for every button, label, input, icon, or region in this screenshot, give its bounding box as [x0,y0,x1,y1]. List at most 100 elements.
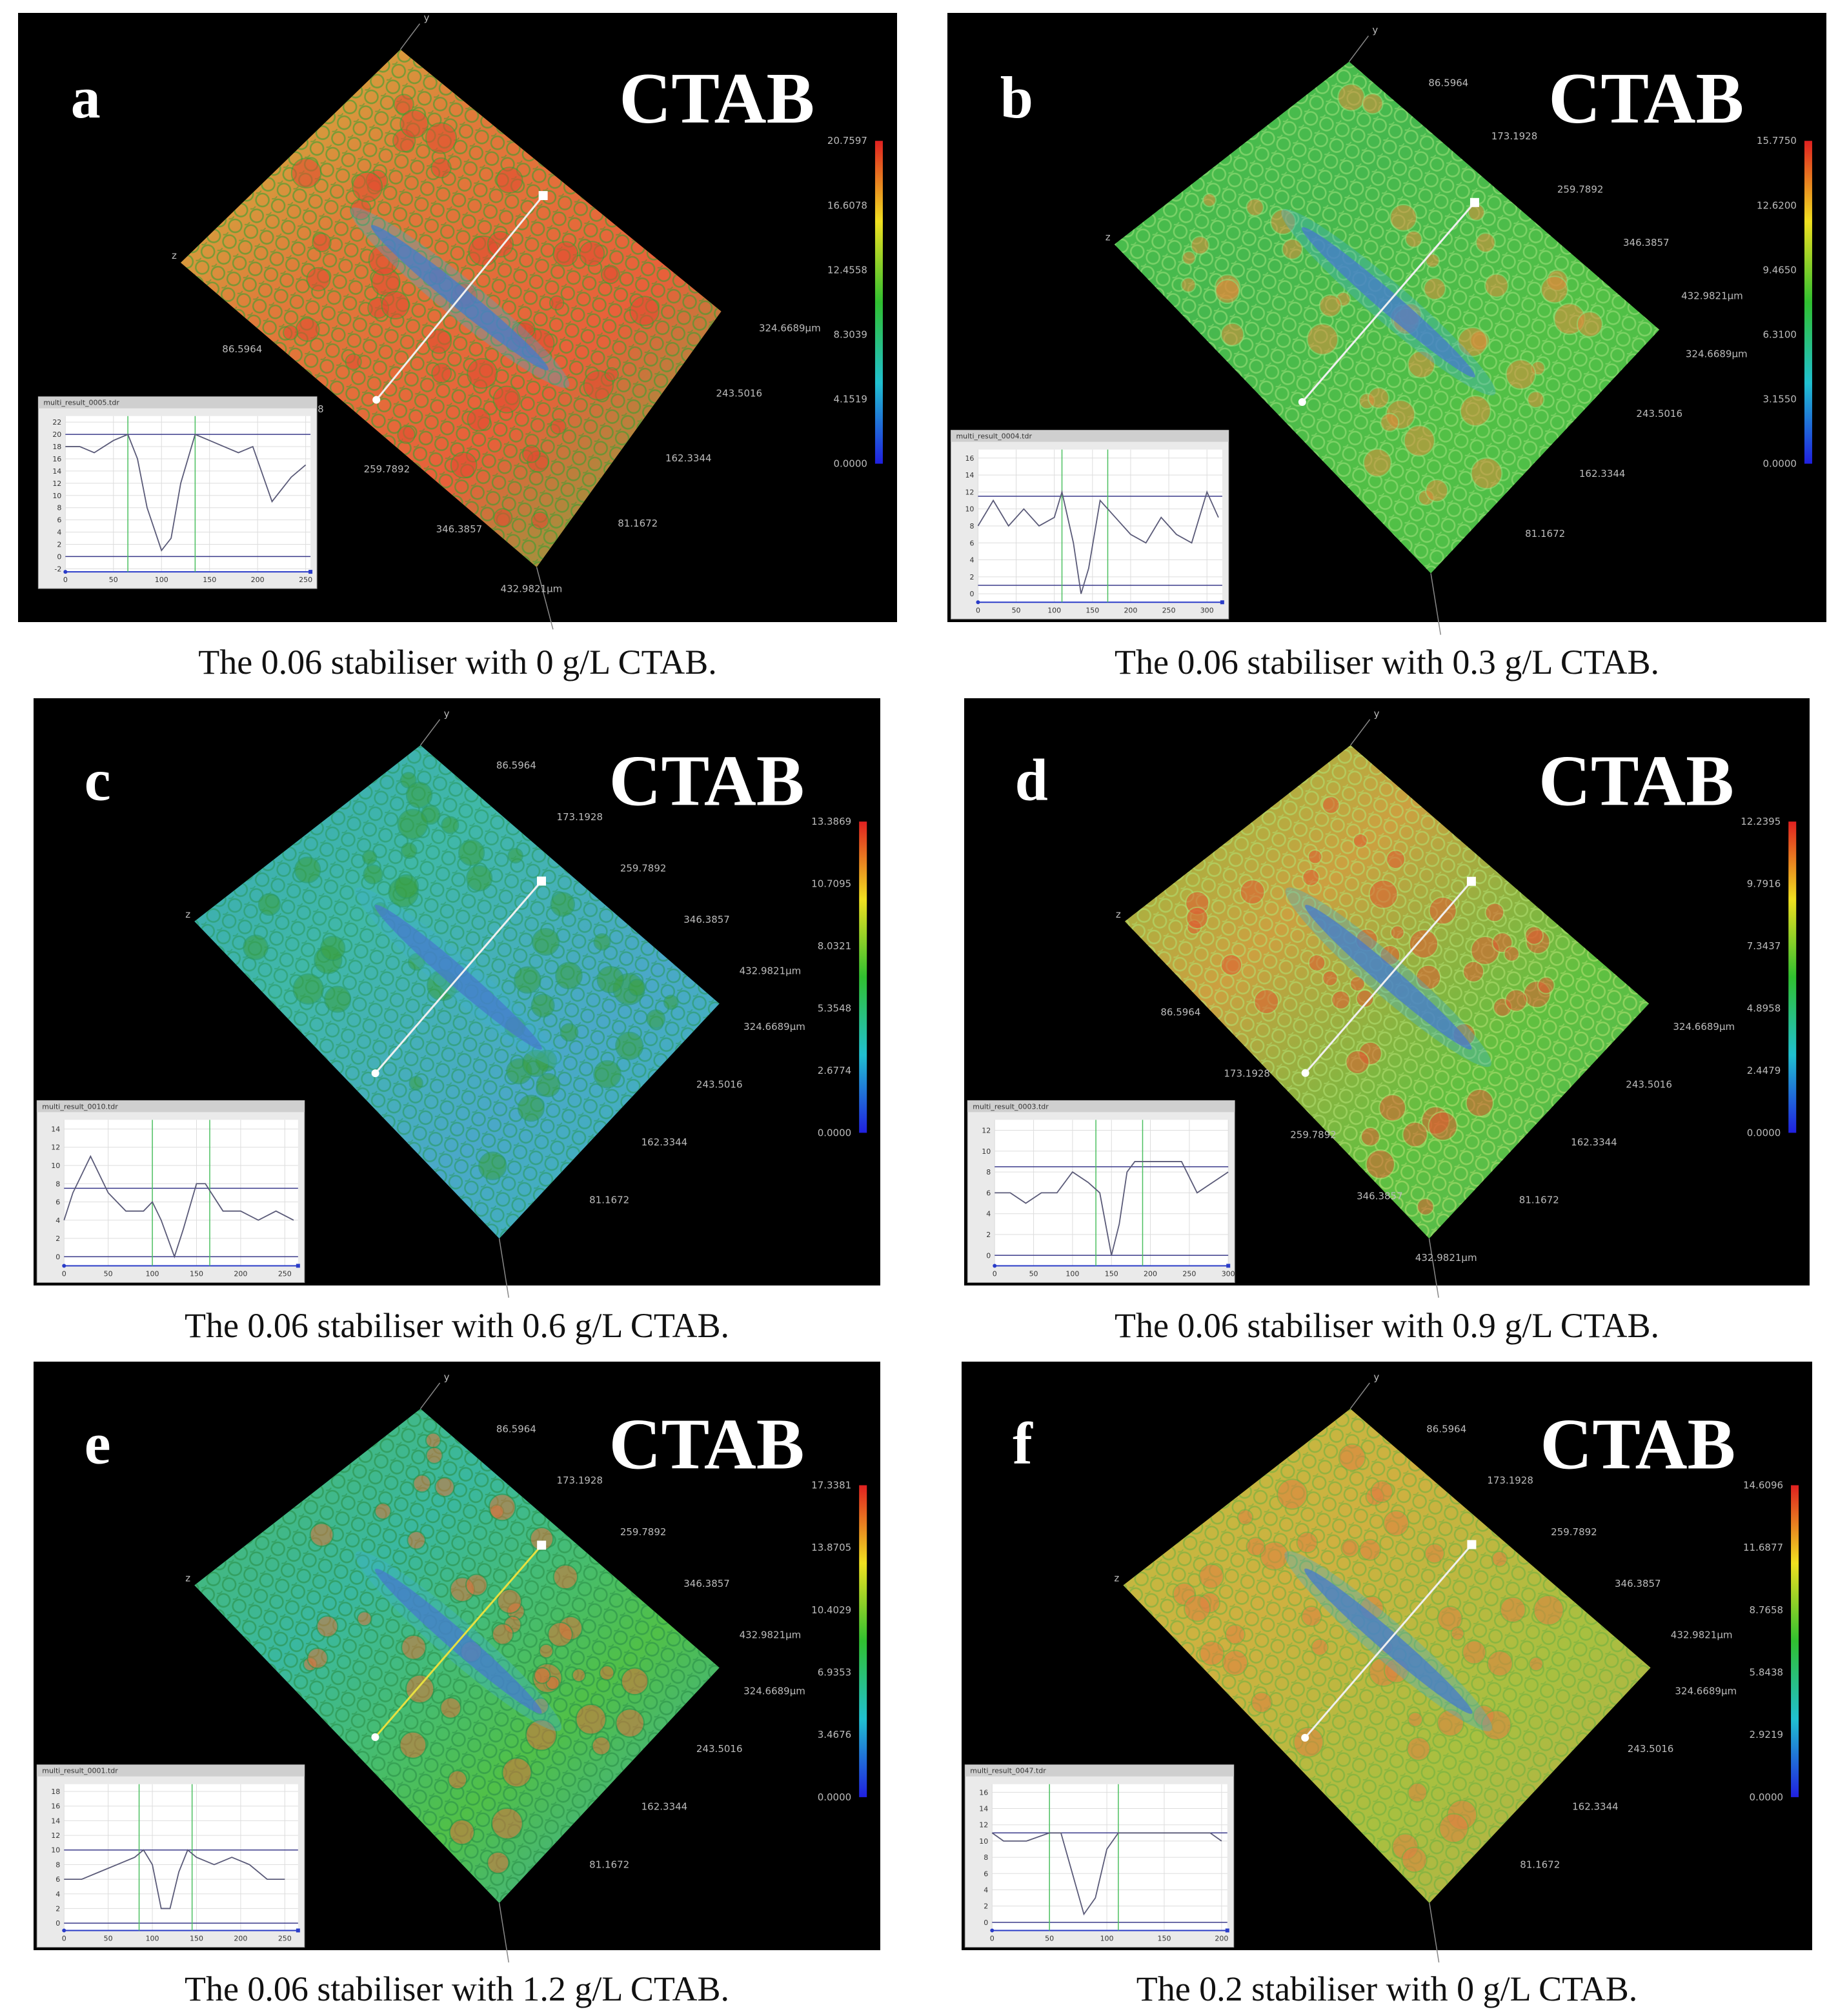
surface-spot [596,965,624,994]
axis-label: 346.3857 [1615,1578,1661,1589]
axis-name: z [172,250,177,261]
inset-header [38,396,318,408]
surface-spot [615,1031,644,1060]
colorbar-label: 5.3548 [818,1002,852,1014]
axis-label: 324.6689µm [743,1021,805,1033]
surface-spot [517,1094,545,1122]
y-tick-label: 8 [984,1853,988,1862]
axis-line [399,23,421,50]
axis-handle [62,1928,66,1933]
surface-spot [381,290,410,319]
surface-spot [491,1623,514,1646]
surface-spot [550,418,567,435]
surface-spot [1503,945,1520,962]
surface-spot [1499,1596,1526,1623]
axis-label: 324.6689µm [1686,348,1748,359]
axis-label: 259.7892 [620,862,667,874]
x-tick-label: 200 [234,1934,247,1942]
surface-spot [1459,395,1491,427]
y-tick-label: 14 [51,1817,60,1825]
surface-spot [1462,960,1485,983]
colorbar-label: 8.3039 [833,328,867,340]
surface-spot [1407,350,1436,379]
x-tick-label: 100 [1047,606,1061,614]
surface-spot [1358,1538,1382,1561]
surface-spot [1237,1509,1254,1526]
profile-path [1304,1544,1473,1739]
surface-spot [604,367,619,382]
y-tick-label: 10 [51,1846,60,1855]
surface-spot [1465,1088,1494,1118]
surface-spot [1186,906,1209,930]
surface-spot [426,328,452,354]
surface-spot [312,232,332,252]
colorbar-label: 0.0000 [1750,1791,1784,1803]
y-tick-label: 6 [56,1198,60,1207]
surface-spot [1524,925,1544,945]
surface-spot [1362,448,1392,478]
colorbar-label: 2.4479 [1747,1065,1781,1076]
surface-spot [1382,1509,1409,1537]
surface-spot [1401,1846,1428,1873]
profile-end [1467,1540,1477,1549]
y-tick-label: 2 [56,1904,60,1913]
surface-spot [1306,323,1339,356]
surface-spot [1462,1640,1487,1665]
panel-letter: a [71,65,101,130]
y-tick-label: 0 [986,1251,991,1260]
surface-spot [532,927,560,956]
surface-spot [547,1621,573,1648]
x-tick-label: 100 [1065,1269,1079,1278]
caption: The 0.2 stabiliser with 0 g/L CTAB. [1136,1970,1638,2008]
inset-header [951,430,1229,442]
profile-path [1304,880,1473,1074]
x-tick-label: 200 [1144,1269,1157,1278]
surface-spot [450,451,478,479]
colorbar-label: 6.9353 [818,1667,852,1678]
y-tick-label: 16 [52,455,61,463]
surface-spot [1504,989,1528,1013]
inset-header [37,1764,305,1777]
profile-curve [977,489,1219,594]
surface-spot [1505,359,1537,390]
axis-label: 81.1672 [1520,1859,1560,1870]
surface-spot [1380,412,1400,432]
colorbar-label: 3.1550 [1762,393,1797,405]
x-tick-label: 250 [278,1934,292,1942]
colorbar-label: 11.6877 [1743,1542,1783,1553]
y-tick-label: 12 [51,1831,60,1840]
surface-spot [1246,198,1264,217]
axis-label: 259.7892 [620,1526,667,1538]
axis-label: 162.3344 [1579,468,1626,479]
surface-spot [487,1851,510,1875]
x-tick-label: 300 [1200,606,1214,614]
y-tick-label: 12 [52,479,61,488]
axis-line [1350,719,1371,746]
axis-name: y [444,708,450,720]
colorbar-label: 13.3869 [811,816,851,827]
surface-spot [1368,879,1399,909]
surface-spot [1425,253,1440,268]
axis-line [498,1238,509,1298]
panel: y z 86.5964 173.1928 259.7892 346.3857 432.982… [947,13,1826,635]
surface-spot [397,425,416,444]
panel: y z 86.5964 173.1928 259.7892 346.3857 432.982… [962,1362,1812,1963]
colorbar-label: 12.2395 [1741,816,1781,827]
axis-label: 243.5016 [1636,408,1682,419]
x-tick-label: 50 [1012,606,1021,614]
surface-spot [1423,277,1446,301]
y-tick-label: 0 [56,1919,60,1928]
surface-spot [401,1634,427,1660]
surface-spot [1484,273,1509,298]
profile-start [1298,398,1306,406]
surface-spot [478,1151,507,1180]
axis-label: 162.3344 [641,1801,688,1813]
inset-header [965,1764,1234,1777]
colorbar [874,141,883,464]
surface-spot [409,1076,423,1091]
axis-label: 86.5964 [222,343,262,355]
panel-label: CTAB [1540,1405,1735,1485]
colorbar-label: 8.0321 [818,940,852,952]
colorbar-label: 3.4676 [818,1729,852,1740]
surface-spot [521,1049,550,1078]
